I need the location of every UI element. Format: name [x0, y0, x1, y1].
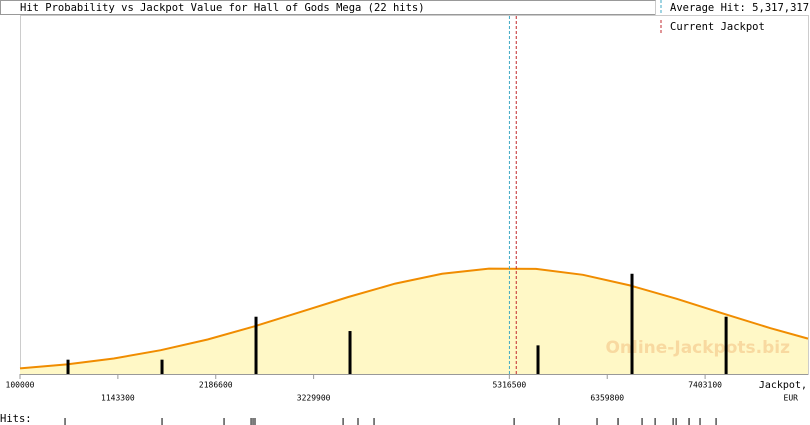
x-tick-label: 3229900 [297, 394, 331, 403]
bar [66, 359, 70, 374]
x-tick-label: 100000 [6, 381, 35, 390]
chart-title: Hit Probability vs Jackpot Value for Hal… [20, 2, 425, 14]
bar [536, 345, 540, 374]
bar [348, 331, 352, 374]
legend-label: Average Hit: 5,317,317 [670, 2, 809, 14]
bar [630, 273, 634, 374]
bar [254, 316, 258, 374]
curve-line [19, 267, 809, 370]
x-axis-label: EUR [784, 394, 799, 403]
x-tick-label: 6359800 [590, 394, 624, 403]
x-axis-label: Jackpot, [759, 380, 807, 391]
x-tick-label: 2186600 [199, 381, 233, 390]
x-tick-label: 5316500 [492, 381, 526, 390]
bar [160, 359, 164, 374]
hits-label: Hits: [0, 413, 32, 425]
bar [724, 316, 728, 374]
curve-area [20, 268, 808, 374]
legend-label: Current Jackpot [670, 21, 765, 33]
x-tick-label: 7403100 [688, 381, 722, 390]
x-tick-label: 1143300 [101, 394, 135, 403]
watermark: Online-Jackpots.biz [605, 338, 790, 358]
